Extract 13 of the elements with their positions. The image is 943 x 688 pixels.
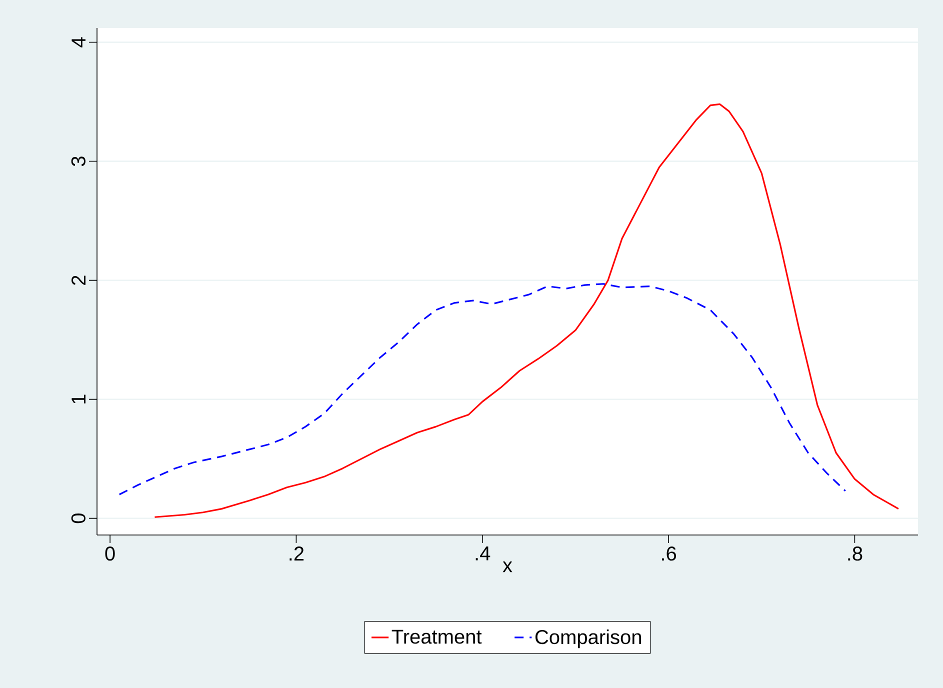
x-axis-title: x (502, 562, 512, 572)
y-tick-label: 4 (72, 37, 86, 48)
legend-label: Comparison (535, 629, 641, 648)
y-tick-label: 0 (71, 514, 86, 524)
x-tick-label: .2 (290, 546, 304, 560)
x-tick-label: .4 (476, 546, 490, 560)
x-tick-label: .8 (848, 546, 862, 561)
y-tick-label: 1 (72, 394, 86, 404)
y-tick-label: 3 (71, 156, 86, 166)
y-tick-label: 2 (72, 276, 86, 285)
legend-label: Treatment (392, 630, 482, 644)
x-tick-label: 0 (105, 546, 115, 561)
x-tick-label: .6 (662, 546, 676, 561)
